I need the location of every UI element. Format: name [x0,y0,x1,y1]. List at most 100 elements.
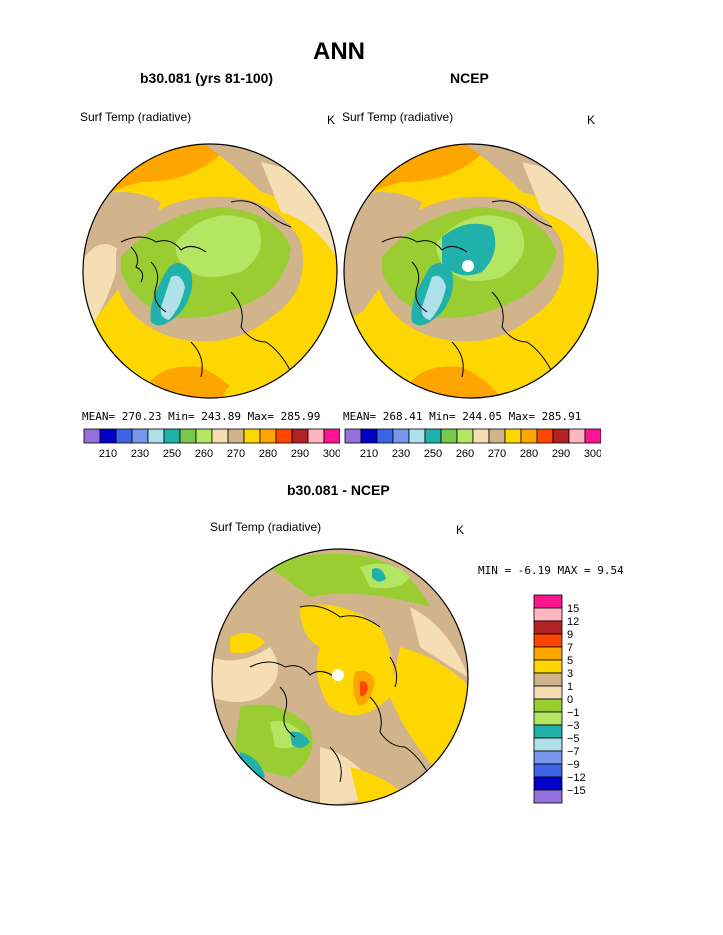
colorbar-tick-label: −1 [567,707,580,719]
colorbar-tick-label: −5 [567,733,580,745]
model-polar-map [82,143,338,399]
colorbar-tick-label: 260 [456,448,474,460]
diff-units: K [456,523,465,537]
colorbar-swatch [533,646,563,661]
colorbar-swatch [291,428,309,444]
colorbar-tick-label: 3 [567,668,573,680]
colorbar-swatch [408,428,426,444]
colorbar-tick-label: 270 [488,448,506,460]
colorbar-swatch [275,428,293,444]
colorbar-tick-label: 210 [360,448,378,460]
colorbar-swatch [472,428,490,444]
colorbar-tick-label: 230 [392,448,410,460]
colorbar-tick-label: 270 [227,448,245,460]
colorbar-swatch [536,428,554,444]
colorbar-tick-label: 5 [567,655,573,667]
colorbar-tick-label: 250 [163,448,181,460]
pole-marker [462,260,474,272]
colorbar-swatch [115,428,133,444]
colorbar-swatch [99,428,117,444]
colorbar-swatch [163,428,181,444]
colorbar-swatch [533,776,563,791]
colorbar-tick-label: −9 [567,759,580,771]
colorbar-swatch [533,711,563,726]
colorbar-swatch [533,607,563,622]
colorbar-swatch [533,620,563,635]
colorbar-swatch [533,750,563,765]
colorbar-swatch [533,737,563,752]
colorbar-tick-label: −15 [567,785,586,797]
colorbar-tick-label: 290 [552,448,570,460]
colorbar-tick-label: 300 [323,448,340,460]
diff-heading: b30.081 - NCEP [287,482,390,498]
colorbar-swatch [323,428,340,444]
colorbar-tick-label: 280 [520,448,538,460]
panel-obs-heading: NCEP [450,70,489,86]
colorbar-swatch [227,428,245,444]
panel-obs-stats: MEAN= 268.41 Min= 244.05 Max= 285.91 [343,410,582,423]
colorbar-tick-label: 300 [584,448,601,460]
panel-model-stats: MEAN= 270.23 Min= 243.89 Max= 285.99 [82,410,321,423]
panel-obs-units: K [587,113,596,127]
colorbar-swatch [533,789,563,804]
colorbar-swatch [376,428,394,444]
panel-model-variable: Surf Temp (radiative) [80,110,192,124]
colorbar-swatch [83,428,101,444]
colorbar-swatch [533,672,563,687]
colorbar-tick-label: 290 [291,448,309,460]
colorbar-swatch [488,428,506,444]
colorbar-swatch [584,428,601,444]
diff-minmax: MIN = -6.19 MAX = 9.54 [478,564,624,577]
colorbar-tick-label: 15 [567,603,579,615]
colorbar-tick-label: 250 [424,448,442,460]
diff-variable: Surf Temp (radiative) [210,520,322,534]
pole-marker [332,669,344,681]
colorbar-tick-label: −12 [567,772,586,784]
colorbar-swatch [533,659,563,674]
colorbar-swatch [552,428,570,444]
colorbar-swatch [424,428,442,444]
colorbar-tick-label: 9 [567,629,573,641]
colorbar-swatch [533,698,563,713]
colorbar-swatch [344,428,362,444]
colorbar-swatch [568,428,586,444]
colorbar-tick-label: 280 [259,448,277,460]
colorbar-tick-label: 12 [567,616,579,628]
obs-polar-map [343,143,599,399]
colorbar-tick-label: 0 [567,694,573,706]
colorbar-swatch [392,428,410,444]
colorbar-tick-label: 1 [567,681,573,693]
colorbar-swatch [456,428,474,444]
colorbar-swatch [195,428,213,444]
colorbar-swatch [533,633,563,648]
colorbar-swatch [520,428,538,444]
colorbar-tick-label: 230 [131,448,149,460]
colorbar-tick-label: 7 [567,642,573,654]
colorbar-swatch [259,428,277,444]
obs-colorbar: 210 230 250 260 270 280 290 300 [344,428,601,460]
colorbar-swatch [504,428,522,444]
colorbar-swatch [131,428,149,444]
colorbar-swatch [533,685,563,700]
colorbar-tick-label: −3 [567,720,580,732]
colorbar-swatch [147,428,165,444]
panel-model-units: K [327,113,336,127]
colorbar-tick-label: 210 [99,448,117,460]
figure-title: ANN [313,38,365,65]
colorbar-swatch [243,428,261,444]
colorbar-swatch [360,428,378,444]
colorbar-swatch [307,428,325,444]
panel-obs-variable: Surf Temp (radiative) [342,110,454,124]
colorbar-swatch [179,428,197,444]
colorbar-swatch [533,594,563,609]
colorbar-swatch [533,724,563,739]
colorbar-tick-label: −7 [567,746,580,758]
colorbar-swatch [440,428,458,444]
diff-polar-map [211,548,469,806]
colorbar-tick-label: 260 [195,448,213,460]
colorbar-swatch [533,763,563,778]
model-colorbar: 210 230 250 260 270 280 290 300 [83,428,340,460]
colorbar-swatch [211,428,229,444]
